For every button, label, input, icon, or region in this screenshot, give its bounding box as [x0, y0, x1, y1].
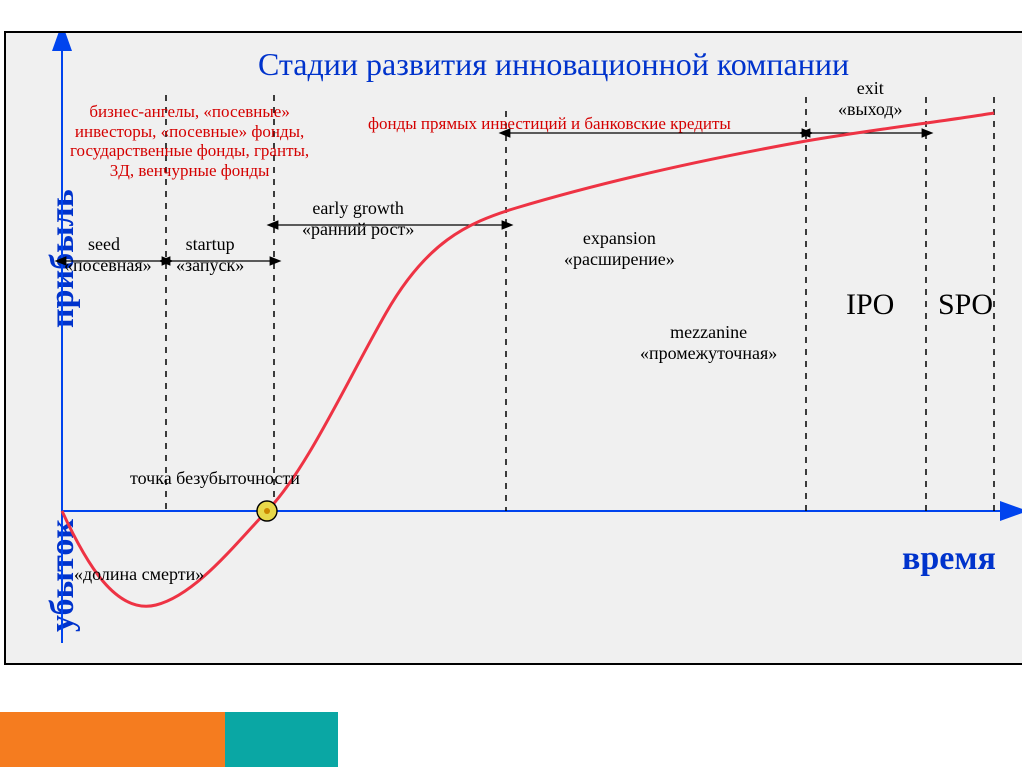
- stage-earlygrowth-en: early growth: [312, 198, 403, 218]
- stage-mezzanine: mezzanine «промежуточная»: [640, 322, 777, 363]
- growth-curve: [62, 113, 994, 606]
- investors-left-line3: государственные фонды, гранты,: [70, 141, 309, 160]
- stage-startup: startup «запуск»: [176, 234, 244, 275]
- investors-left-line2: инвесторы, «посевные» фонды,: [75, 122, 304, 141]
- slide-frame: прибыль убыток: [0, 0, 1024, 767]
- investors-left-line4: 3Д, венчурные фонды: [110, 161, 270, 180]
- investors-left-line1: бизнес-ангелы, «посевные»: [89, 102, 290, 121]
- decor-accent-teal: [225, 712, 338, 767]
- label-breakeven: точка безубыточности: [130, 468, 300, 489]
- stage-expansion-ru: «расширение»: [564, 249, 675, 269]
- stage-expansion: expansion «расширение»: [564, 228, 675, 269]
- chart-title: Стадии развития инновационной компании: [258, 46, 849, 83]
- stage-mezzanine-ru: «промежуточная»: [640, 343, 777, 363]
- label-ipo: IPO: [846, 288, 894, 323]
- stage-earlygrowth-ru: «ранний рост»: [302, 219, 414, 239]
- stage-exit: exit «выход»: [838, 78, 903, 119]
- label-spo: SPO: [938, 288, 993, 323]
- investors-left-label: бизнес-ангелы, «посевные» инвесторы, «по…: [70, 102, 309, 180]
- stage-seed-ru: «посевная»: [64, 255, 152, 275]
- stage-exit-en: exit: [857, 78, 884, 98]
- stage-seed-en: seed: [88, 234, 120, 254]
- stage-seed: seed «посевная»: [64, 234, 144, 275]
- frame-bottom-border: [4, 663, 1022, 665]
- stage-mezzanine-en: mezzanine: [670, 322, 747, 342]
- stage-expansion-en: expansion: [583, 228, 656, 248]
- stage-earlygrowth: early growth «ранний рост»: [302, 198, 414, 239]
- stage-exit-ru: «выход»: [838, 99, 903, 119]
- stage-startup-en: startup: [186, 234, 235, 254]
- x-axis-label: время: [902, 540, 996, 578]
- breakeven-point-center: [264, 508, 270, 514]
- investors-right-label: фонды прямых инвестиций и банковские кре…: [368, 114, 731, 134]
- label-valley: «долина смерти»: [74, 564, 204, 585]
- stage-startup-ru: «запуск»: [176, 255, 244, 275]
- decor-accent-orange: [0, 712, 225, 767]
